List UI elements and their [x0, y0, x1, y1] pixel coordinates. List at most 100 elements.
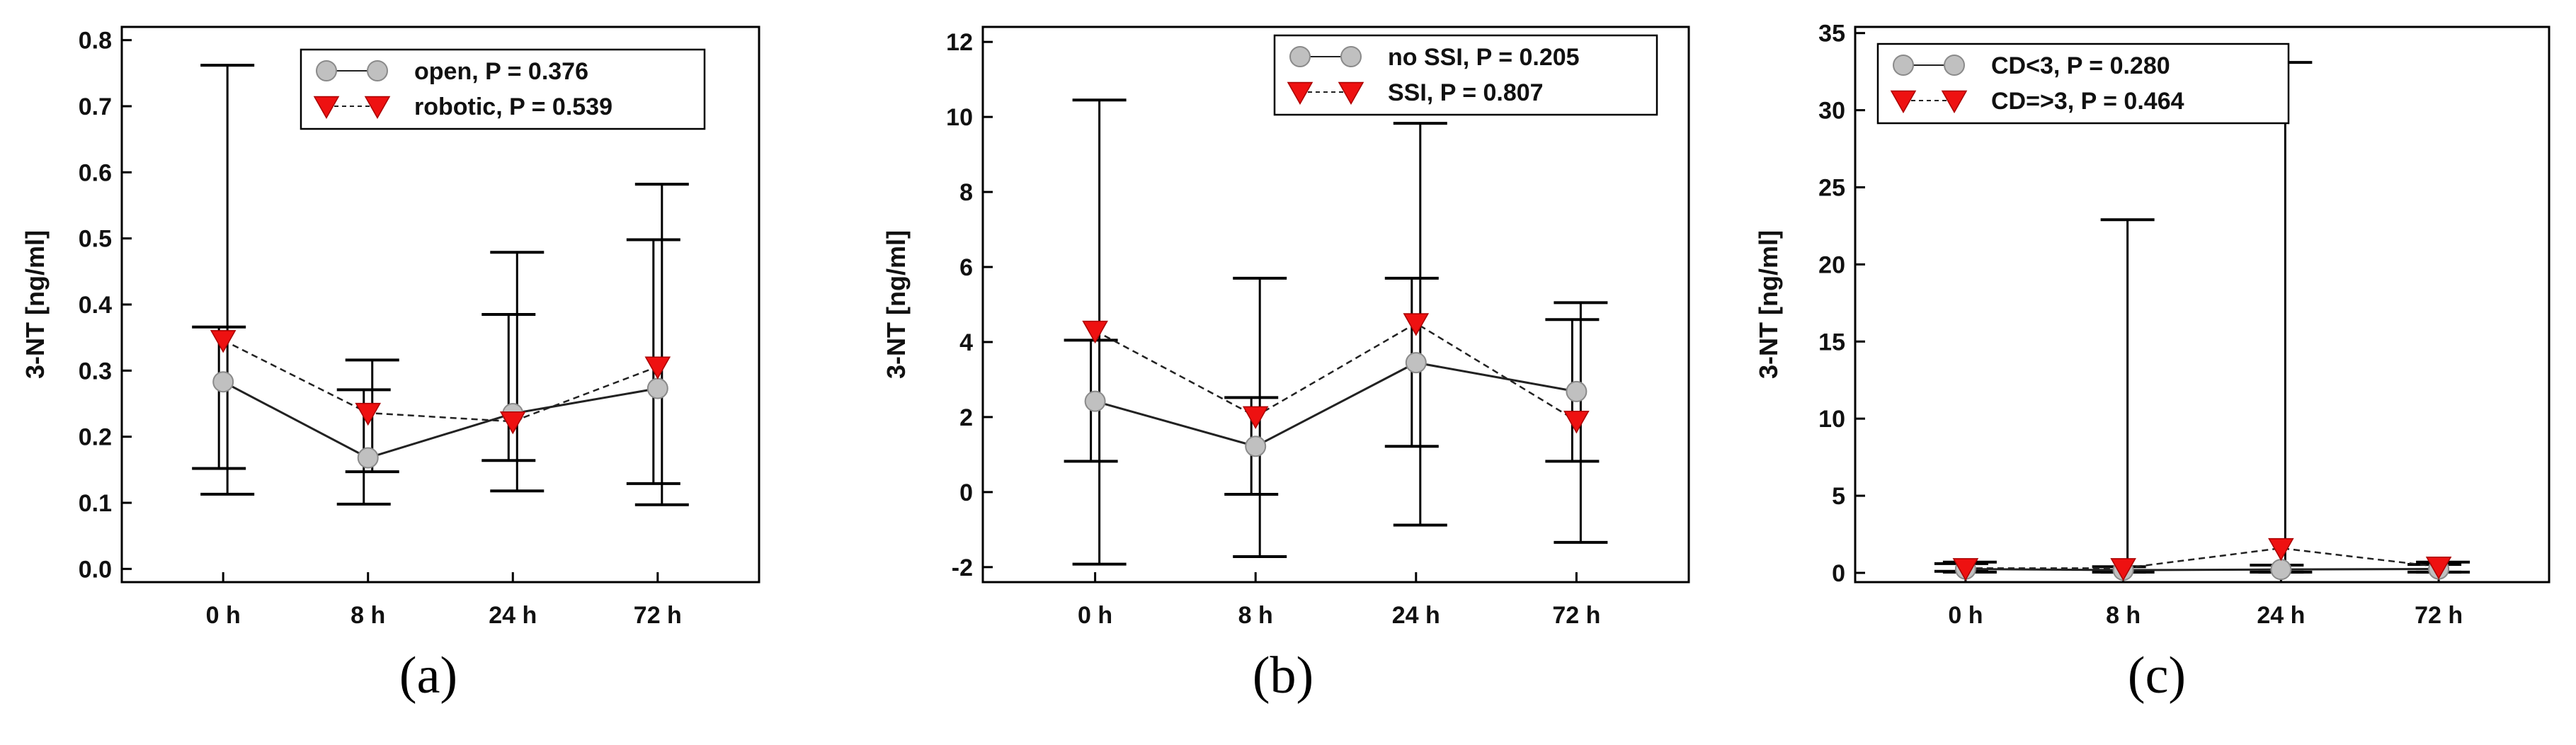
data-point-circle: [1340, 46, 1362, 67]
legend-label: open, P = 0.376: [414, 58, 588, 85]
plot-frame: [981, 25, 1690, 584]
error-bar: [490, 251, 545, 493]
y-tick-label: 0.7: [79, 93, 112, 120]
y-tick-label: 0.0: [79, 556, 112, 583]
x-tick-label: 24 h: [1392, 602, 1440, 629]
chart-panel-a: 0.0 0.1 0.2 0.3 0.4 0.5 0.6 0.7 0.8 0 h 8 h 24 h 72 …: [21, 25, 760, 705]
series-line-2: [222, 339, 659, 423]
error-bar: [2258, 61, 2313, 574]
legend: open, P = 0.376 robotic, P = 0.539: [300, 48, 706, 130]
x-tick-label: 24 h: [489, 602, 537, 629]
x-tick-label: 8 h: [1238, 602, 1273, 629]
series-line-2: [1095, 322, 1578, 422]
y-tick-label: 20: [1818, 251, 1845, 278]
x-tick-label: 72 h: [1552, 602, 1600, 629]
y-tick-label: 0: [959, 479, 973, 506]
data-point-triangle: [1338, 81, 1364, 106]
y-tick-label: 0.3: [79, 358, 112, 385]
data-point-triangle: [2110, 558, 2136, 581]
plot-frame: [1854, 25, 2551, 584]
legend-entry-1: open, P = 0.376: [316, 58, 588, 85]
error-bar: [634, 183, 689, 506]
y-tick-label: 15: [1818, 329, 1845, 356]
legend-box: [1273, 34, 1658, 116]
y-tick-label: 0.1: [79, 490, 112, 517]
data-point-triangle: [1563, 410, 1590, 434]
chart-panel-c: 0 5 10 15 20 25 30 35 0 h 8 h 24 h 72 h 3-NT [ng/ml]…: [1754, 21, 2551, 705]
series-line-1: [222, 380, 659, 460]
x-tick-label: 0 h: [206, 602, 241, 629]
data-point-circle: [1944, 55, 1965, 76]
data-point-triangle: [1082, 320, 1108, 344]
error-bar: [2100, 218, 2155, 574]
data-point-triangle: [1242, 406, 1269, 429]
legend-entry-2: robotic, P = 0.539: [313, 93, 612, 120]
error-bar: [481, 313, 536, 462]
data-point-triangle: [313, 96, 340, 120]
legend-entry-1: no SSI, P = 0.205: [1289, 44, 1580, 71]
data-point-circle: [1566, 380, 1588, 402]
legend-label: CD=>3, P = 0.464: [1991, 88, 2184, 115]
y-axis-title: 3-NT [ng/ml]: [882, 230, 911, 379]
y-tick-label: 0.5: [79, 226, 112, 253]
y-tick-label: 5: [1832, 483, 1845, 510]
series-line-2: [1965, 547, 2439, 569]
series-line-1: [1095, 361, 1577, 448]
panel-label: (c): [2128, 647, 2186, 705]
y-tick-label: 0.8: [79, 28, 112, 55]
data-point-circle: [1289, 46, 1311, 67]
panel-label: (b): [1253, 647, 1313, 705]
y-axis-title: 3-NT [ng/ml]: [21, 230, 50, 379]
y-tick-label: 0.4: [79, 292, 112, 319]
y-tick-label: 0.2: [79, 424, 112, 451]
y-tick-label: 12: [946, 29, 973, 56]
x-tick-label: 0 h: [1078, 602, 1112, 629]
data-point-triangle: [1941, 90, 1968, 114]
data-point-triangle: [1890, 90, 1917, 114]
legend-box: [1876, 42, 2290, 125]
data-point-triangle: [364, 96, 391, 120]
data-point-triangle: [499, 411, 526, 435]
data-point-circle: [212, 371, 234, 393]
y-tick-label: 35: [1818, 21, 1845, 47]
chart-panel-b: -2 0 2 4 6 8 10 12 0 h 8 h 24 h 72 h 3-NT [ng/ml] no …: [882, 25, 1690, 705]
data-point-triangle: [210, 330, 236, 353]
data-point-circle: [367, 60, 388, 81]
legend-entry-1: CD<3, P = 0.280: [1893, 52, 2170, 79]
data-point-circle: [1405, 352, 1427, 374]
y-tick-label: -2: [952, 555, 973, 581]
data-point-circle: [2270, 559, 2292, 581]
error-bar: [192, 325, 246, 470]
y-tick-label: 2: [959, 404, 973, 431]
y-axis-title: 3-NT [ng/ml]: [1754, 230, 1783, 379]
legend-box: [300, 48, 706, 130]
y-tick-label: 10: [946, 104, 973, 131]
x-tick-label: 8 h: [351, 602, 385, 629]
panel-label: (a): [399, 647, 457, 705]
x-tick-label: 72 h: [634, 602, 682, 629]
y-tick-label: 4: [959, 329, 973, 356]
data-point-triangle: [2268, 538, 2294, 562]
data-point-circle: [646, 377, 668, 399]
legend-label: no SSI, P = 0.205: [1388, 44, 1580, 71]
data-point-circle: [316, 60, 337, 81]
x-tick-label: 72 h: [2415, 602, 2463, 629]
y-tick-label: 8: [959, 179, 973, 206]
data-point-circle: [357, 447, 379, 469]
legend-label: SSI, P = 0.807: [1388, 79, 1544, 106]
error-bar: [200, 64, 255, 496]
data-point-triangle: [644, 356, 671, 380]
data-point-triangle: [1287, 81, 1313, 106]
y-tick-label: 10: [1818, 406, 1845, 433]
y-tick-label: 0: [1832, 560, 1845, 587]
legend-label: CD<3, P = 0.280: [1991, 52, 2170, 79]
data-point-triangle: [2425, 556, 2452, 580]
y-tick-label: 25: [1818, 174, 1845, 201]
legend-entry-2: SSI, P = 0.807: [1287, 79, 1544, 106]
legend-entry-2: CD=>3, P = 0.464: [1890, 88, 2184, 115]
data-point-triangle: [1952, 558, 1979, 581]
data-point-circle: [1893, 55, 1914, 76]
data-point-triangle: [1403, 313, 1430, 336]
legend: no SSI, P = 0.205 SSI, P = 0.807: [1273, 34, 1658, 116]
